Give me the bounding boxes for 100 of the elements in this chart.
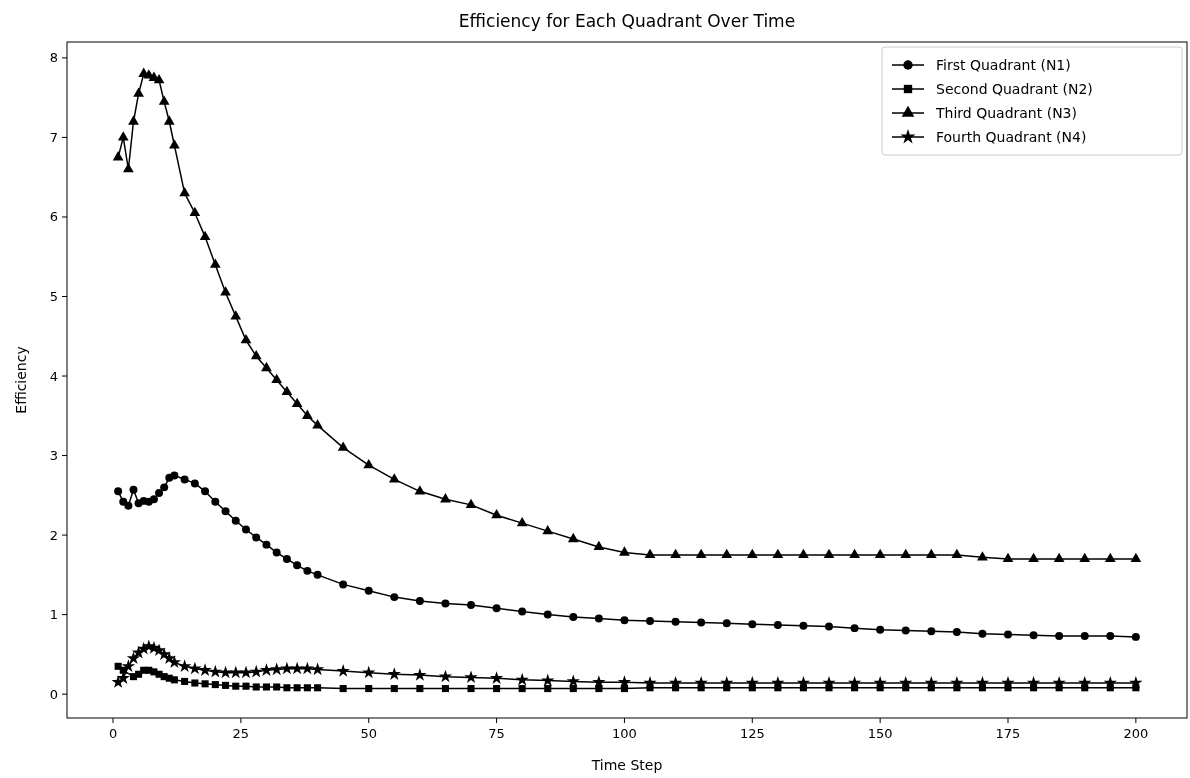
point <box>1004 630 1012 639</box>
point <box>314 684 322 692</box>
point <box>874 548 886 559</box>
point <box>310 662 325 676</box>
point <box>668 676 683 689</box>
point <box>153 73 165 84</box>
point <box>873 676 887 689</box>
y-tick-label: 7 <box>49 129 58 145</box>
point <box>252 533 261 542</box>
point <box>281 385 293 396</box>
point <box>220 286 231 296</box>
point <box>694 676 708 689</box>
point <box>951 548 963 559</box>
point <box>720 676 734 689</box>
point <box>927 627 936 636</box>
point <box>440 493 451 503</box>
point <box>1029 631 1038 640</box>
point <box>620 616 629 625</box>
x-tick-label: 175 <box>995 726 1021 741</box>
point <box>566 674 580 688</box>
point <box>221 507 230 516</box>
point <box>515 672 529 686</box>
point <box>1028 552 1039 563</box>
point <box>112 151 124 161</box>
point <box>924 676 938 689</box>
x-tick-label: 150 <box>867 726 893 741</box>
point <box>569 613 578 621</box>
point <box>252 683 260 691</box>
point <box>1129 676 1143 689</box>
point <box>542 524 554 535</box>
point <box>170 471 179 480</box>
point <box>301 409 313 419</box>
point <box>569 685 577 693</box>
legend-label: Third Quadrant (N3) <box>935 105 1077 121</box>
point <box>746 548 758 559</box>
point <box>1131 632 1140 641</box>
point <box>1080 632 1089 641</box>
point <box>211 497 220 506</box>
point <box>262 683 270 691</box>
point <box>952 628 961 637</box>
point <box>825 622 833 631</box>
point <box>149 495 158 504</box>
point <box>518 685 526 693</box>
y-axis-title: Efficiency <box>13 346 29 414</box>
point <box>231 516 240 525</box>
point <box>337 441 349 451</box>
point <box>901 626 910 635</box>
point <box>128 115 139 125</box>
point <box>722 619 731 628</box>
point <box>250 349 262 360</box>
x-tick-label: 200 <box>1123 726 1149 741</box>
point <box>239 665 253 679</box>
point <box>847 676 862 689</box>
point <box>365 685 373 693</box>
point <box>388 473 400 483</box>
point <box>387 667 401 680</box>
point <box>261 361 272 372</box>
x-tick-label: 100 <box>612 726 637 741</box>
point <box>363 458 375 469</box>
point <box>925 548 937 559</box>
point <box>541 673 555 687</box>
point <box>208 664 222 678</box>
point <box>413 668 427 681</box>
point <box>748 620 757 629</box>
point <box>232 682 240 690</box>
point <box>975 676 990 689</box>
point <box>646 616 654 625</box>
point <box>201 680 209 688</box>
y-tick-label: 3 <box>49 448 58 464</box>
legend-label: First Quadrant (N1) <box>936 57 1071 73</box>
point <box>416 685 424 693</box>
point <box>303 684 311 692</box>
point <box>1130 552 1142 563</box>
point <box>619 546 630 556</box>
point <box>438 669 453 683</box>
point <box>123 163 134 173</box>
point <box>339 580 348 589</box>
y-tick-label: 0 <box>49 686 58 702</box>
point <box>977 551 988 561</box>
x-tick-label: 125 <box>739 726 765 741</box>
x-tick-label: 0 <box>108 726 118 741</box>
point <box>823 548 835 559</box>
point <box>242 525 250 534</box>
point <box>201 487 210 496</box>
chart-title: Efficiency for Each Quadrant Over Time <box>458 11 796 31</box>
point <box>1079 552 1091 563</box>
point <box>1052 676 1066 689</box>
point <box>133 87 144 97</box>
point <box>849 548 860 559</box>
point <box>1053 552 1065 563</box>
point <box>1104 552 1116 563</box>
point <box>283 684 291 692</box>
point <box>543 610 552 619</box>
point <box>593 540 605 551</box>
point <box>465 498 477 508</box>
point <box>850 624 859 633</box>
point <box>899 676 913 689</box>
point <box>1055 632 1064 641</box>
point <box>121 659 136 672</box>
point <box>415 597 424 606</box>
